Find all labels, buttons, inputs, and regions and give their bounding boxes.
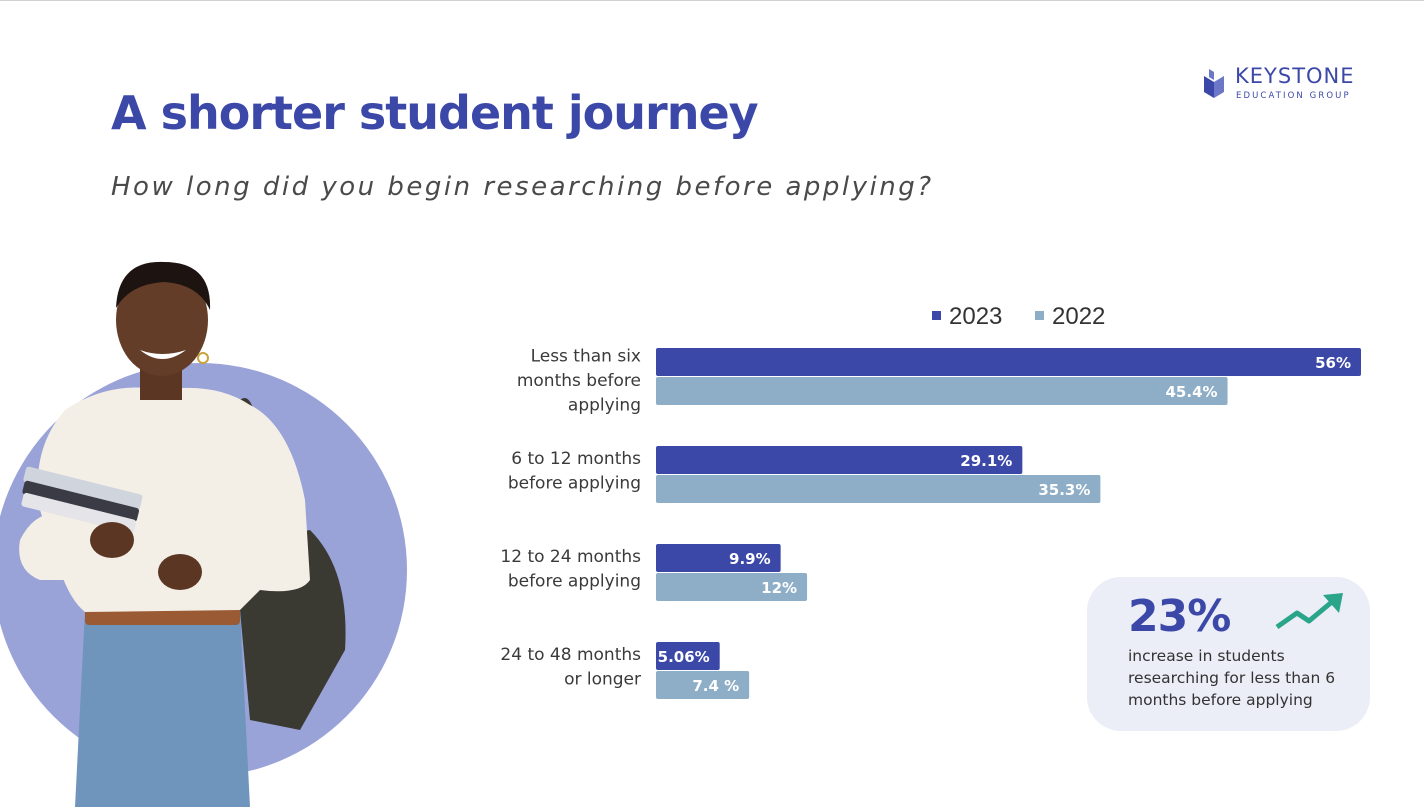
keystone-logo: KEYSTONE EDUCATION GROUP	[1202, 64, 1362, 104]
callout-value: 23%	[1128, 591, 1231, 642]
sweater-arm	[19, 513, 130, 580]
bar-label-2023-3: 5.06%	[658, 648, 710, 666]
student-photo-illustration	[0, 261, 407, 807]
category-label-1-0: 6 to 12 months	[511, 449, 641, 469]
page-subtitle: How long did you begin researching befor…	[111, 172, 934, 202]
bar-2022-1	[656, 475, 1101, 503]
category-label-2-1: before applying	[508, 571, 641, 591]
hair	[116, 261, 211, 310]
bar-2023-2	[656, 544, 781, 572]
chart-category-labels: Less than six months before applying 6 to 1…	[500, 347, 641, 690]
chart-legend: 2023 2022	[932, 303, 1105, 330]
logo-name: KEYSTONE	[1235, 64, 1355, 88]
trend-up-arrow-icon	[1275, 593, 1343, 630]
page-title: A shorter student journey	[111, 86, 759, 140]
legend-label-2022: 2022	[1052, 303, 1105, 330]
bar-2023-3	[656, 642, 720, 670]
legend-swatch-2022	[1035, 311, 1044, 320]
bar-label-2022-3: 7.4 %	[692, 677, 739, 695]
stat-callout: 23% increase in students researching for…	[1087, 577, 1370, 731]
bar-2022-3	[656, 671, 750, 699]
category-label-0-2: applying	[568, 396, 641, 416]
hand-right	[158, 554, 202, 590]
bar-label-2023-2: 9.9%	[729, 550, 771, 568]
top-divider	[0, 0, 1424, 1]
face	[116, 264, 208, 376]
smile	[140, 350, 186, 359]
category-label-0-0: Less than six	[531, 347, 641, 367]
category-label-1-1: before applying	[508, 473, 641, 493]
category-label-3-0: 24 to 48 months	[500, 645, 641, 665]
logo-tagline: EDUCATION GROUP	[1236, 91, 1351, 101]
bar-2023-1	[656, 446, 1023, 474]
bar-label-2022-2: 12%	[761, 579, 797, 597]
legend-swatch-2023	[932, 311, 941, 320]
bar-2022-0	[656, 377, 1228, 405]
bar-label-2022-1: 35.3%	[1038, 481, 1090, 499]
bar-2023-0	[656, 348, 1361, 376]
hand-left	[90, 522, 134, 558]
chart-bars: 56% 45.4% 29.1% 35.3% 9.9% 12% 5.06% 7.4 %	[656, 348, 1361, 699]
bar-label-2023-0: 56%	[1315, 354, 1351, 372]
category-label-3-1: or longer	[564, 669, 641, 689]
legend-label-2023: 2023	[949, 303, 1002, 330]
bar-chart: 2023 2022 56% 45.4% 29.1% 35.3% 9.9% 12% 5.06% 7…	[500, 303, 1361, 699]
category-label-0-1: months before	[517, 371, 641, 391]
bar-2022-2	[656, 573, 808, 601]
jeans	[75, 610, 250, 807]
callout-description: increase in students researching for les…	[1128, 647, 1336, 709]
earring	[197, 352, 209, 364]
category-label-2-0: 12 to 24 months	[500, 547, 641, 567]
keystone-book-icon	[1204, 69, 1224, 98]
bar-label-2023-1: 29.1%	[960, 452, 1012, 470]
bar-label-2022-0: 45.4%	[1166, 383, 1218, 401]
